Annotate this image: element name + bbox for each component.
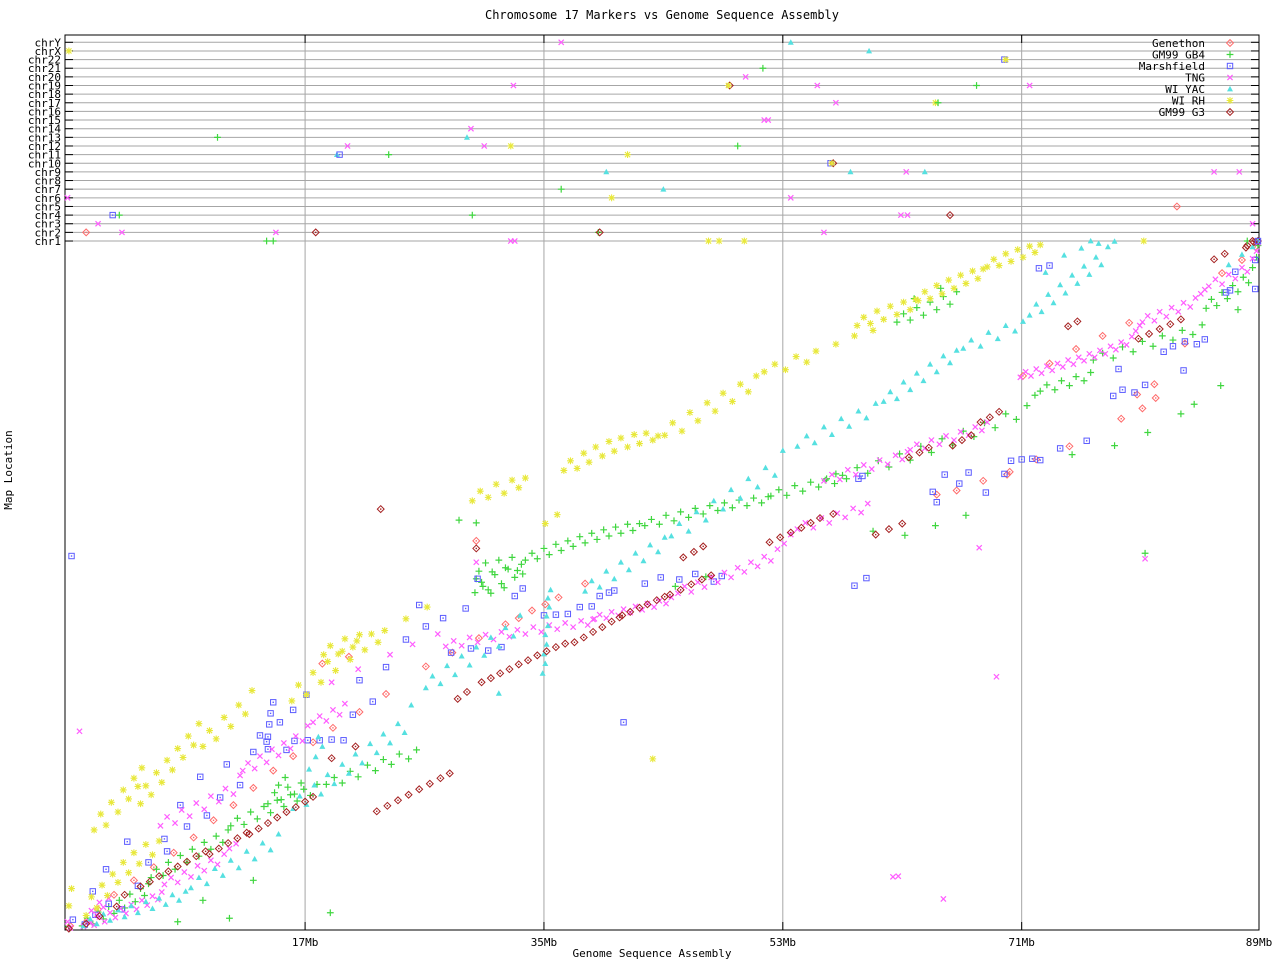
row-label-chr5: chr5: [35, 200, 62, 213]
row-label-chr21: chr21: [28, 62, 61, 75]
legend-label: Genethon: [1152, 37, 1205, 50]
legend-item-genethon: Genethon: [1152, 37, 1235, 50]
x-tick-label-89Mb: 89Mb: [1246, 936, 1273, 949]
row-label-chr11: chr11: [28, 149, 61, 162]
x-axis-ticks: 17Mb 35Mb 53Mb 71Mb 89Mb: [292, 35, 1272, 949]
legend-item-tng: TNG: [1185, 72, 1234, 85]
legend-item-marshfield: Marshfield: [1139, 60, 1234, 73]
series-gm99-g3: [64, 237, 1259, 933]
row-label-chr7: chr7: [35, 183, 62, 196]
row-label-chr6: chr6: [35, 192, 62, 205]
series-wi-rh: [65, 241, 1044, 919]
chromosome-rows: chrYchrXchr22chr21chr20chr19chr18chr17ch…: [28, 36, 1259, 248]
legend-item-gm99-gb4: GM99 GB4: [1152, 49, 1234, 62]
legend-label: TNG: [1185, 72, 1205, 85]
row-label-chrX: chrX: [35, 45, 62, 58]
row-label-chr10: chr10: [28, 157, 61, 170]
row-label-chr4: chr4: [35, 209, 62, 222]
x-tick-label-53Mb: 53Mb: [770, 936, 797, 949]
row-label-chr20: chr20: [28, 71, 61, 84]
row-label-chr18: chr18: [28, 88, 61, 101]
row-label-chr2: chr2: [35, 226, 62, 239]
gridlines: [304, 35, 1023, 930]
row-label-chr22: chr22: [28, 54, 61, 67]
row-label-chr3: chr3: [35, 218, 62, 231]
row-label-chr13: chr13: [28, 131, 61, 144]
series-gm99-gb4: [65, 242, 1262, 930]
plot-border: [64, 34, 1260, 931]
plot-area: chrYchrXchr22chr21chr20chr19chr18chr17ch…: [28, 34, 1272, 949]
row-label-chr16: chr16: [28, 105, 61, 118]
legend-item-wi-rh: WI RH: [1172, 95, 1234, 108]
x-tick-label-71Mb: 71Mb: [1008, 936, 1035, 949]
row-label-chr1: chr1: [35, 235, 62, 248]
row-label-chr15: chr15: [28, 114, 61, 127]
legend-label: GM99 G3: [1159, 106, 1205, 119]
chart-title: Chromosome 17 Markers vs Genome Sequence…: [485, 8, 839, 22]
row-label-chr17: chr17: [28, 97, 61, 110]
series-wi-yac: [80, 237, 1261, 929]
series-marshfield: [68, 256, 1259, 928]
row-label-chr9: chr9: [35, 166, 62, 179]
row-label-chr12: chr12: [28, 140, 61, 153]
row-label-chr14: chr14: [28, 123, 61, 136]
row-label-chr19: chr19: [28, 80, 61, 93]
legend-label: WI YAC: [1165, 83, 1205, 96]
series-tng: [64, 239, 1262, 931]
x-axis-label: Genome Sequence Assembly: [573, 947, 732, 960]
row-label-chrY: chrY: [35, 36, 62, 49]
row-label-chr8: chr8: [35, 175, 62, 188]
other-chromosome-hits: [64, 39, 1262, 246]
legend-label: GM99 GB4: [1152, 49, 1205, 62]
legend-label: WI RH: [1172, 95, 1205, 108]
x-tick-label-17Mb: 17Mb: [292, 936, 319, 949]
legend-item-wi-yac: WI YAC: [1165, 83, 1233, 96]
legend-item-gm99-g3: GM99 G3: [1159, 106, 1235, 119]
x-tick-label-35Mb: 35Mb: [531, 936, 558, 949]
legend-label: Marshfield: [1139, 60, 1205, 73]
y-axis-label: Map Location: [2, 430, 15, 509]
